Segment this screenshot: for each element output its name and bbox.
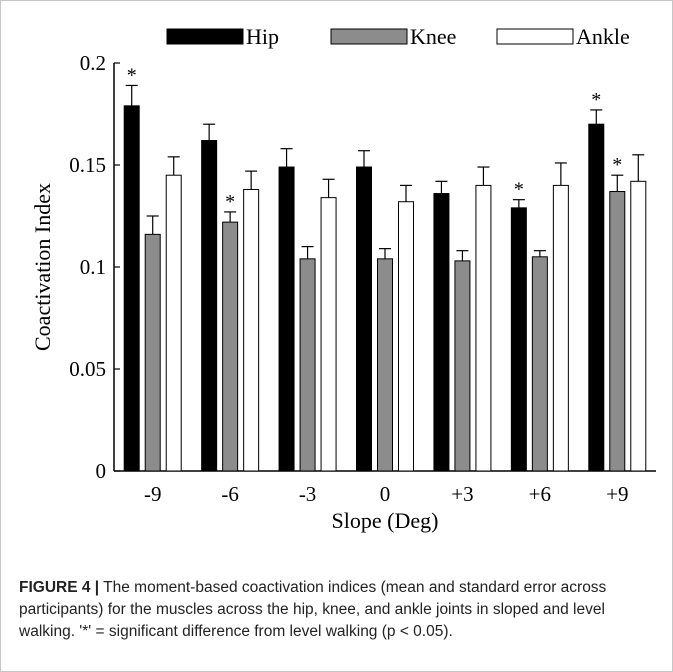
bar-hip-p9 <box>588 123 605 472</box>
bar-hip-m6 <box>201 140 218 472</box>
legend-label-knee: Knee <box>410 24 456 49</box>
legend: Hip Knee Ankle <box>166 24 630 49</box>
bar-ankle-m3 <box>320 197 337 472</box>
y-tick-label: 0.2 <box>80 51 106 75</box>
caption-text: The moment-based coactivation indices (m… <box>19 579 607 640</box>
bar-ankle-p3 <box>475 184 492 472</box>
significance-marker: * <box>591 89 601 111</box>
x-tick-label: -6 <box>221 482 239 506</box>
bar-ankle-m9 <box>165 174 182 472</box>
bar-ankle-p9 <box>630 180 647 472</box>
x-tick-label: +3 <box>451 482 473 506</box>
bar-knee-m6 <box>222 221 239 472</box>
y-tick-label: 0 <box>96 459 107 483</box>
bar-knee-0 <box>377 258 393 472</box>
bar-hip-p3 <box>433 193 450 472</box>
bar-hip-p6 <box>510 207 527 472</box>
bar-hip-m9 <box>123 105 140 472</box>
legend-swatch-ankle <box>496 28 574 45</box>
significance-marker: * <box>127 64 137 86</box>
bar-chart: Hip Knee Ankle 0 0.05 0.1 0.15 0.2 Coactivation… <box>30 24 656 533</box>
x-axis-label: Slope (Deg) <box>332 508 439 533</box>
bar-knee-p6 <box>531 256 548 472</box>
bar-knee-p3 <box>454 260 471 472</box>
bars: * * * * * <box>123 64 647 472</box>
y-axis-label: Coactivation Index <box>30 183 55 351</box>
significance-marker: * <box>514 179 524 201</box>
bar-knee-m9 <box>144 233 161 472</box>
bar-hip-m3 <box>278 166 295 472</box>
caption-label: FIGURE 4 | <box>19 579 100 596</box>
y-tick-label: 0.1 <box>80 255 106 279</box>
y-tick-label: 0.05 <box>69 357 106 381</box>
bar-knee-p9 <box>609 191 626 472</box>
x-tick-label: +9 <box>606 482 628 506</box>
legend-label-hip: Hip <box>246 24 279 49</box>
y-tick-label: 0.15 <box>69 153 106 177</box>
x-tick-label: -9 <box>144 482 162 506</box>
significance-marker: * <box>612 154 622 176</box>
bar-ankle-p6 <box>552 184 569 472</box>
bar-ankle-m6 <box>243 188 260 472</box>
x-tick-label: 0 <box>380 482 391 506</box>
x-tick-label: -3 <box>299 482 317 506</box>
axes: 0 0.05 0.1 0.15 0.2 Coactivation Index Slope (… <box>30 51 656 533</box>
legend-swatch-knee <box>330 28 408 45</box>
legend-swatch-hip <box>166 28 244 45</box>
legend-label-ankle: Ankle <box>576 24 630 49</box>
bar-hip-0 <box>356 166 372 472</box>
x-tick-label: +6 <box>529 482 551 506</box>
figure-caption: FIGURE 4 | The moment-based coactivation… <box>19 577 659 643</box>
bar-knee-m3 <box>299 258 316 472</box>
bar-ankle-0 <box>398 201 414 472</box>
significance-marker: * <box>225 191 235 213</box>
